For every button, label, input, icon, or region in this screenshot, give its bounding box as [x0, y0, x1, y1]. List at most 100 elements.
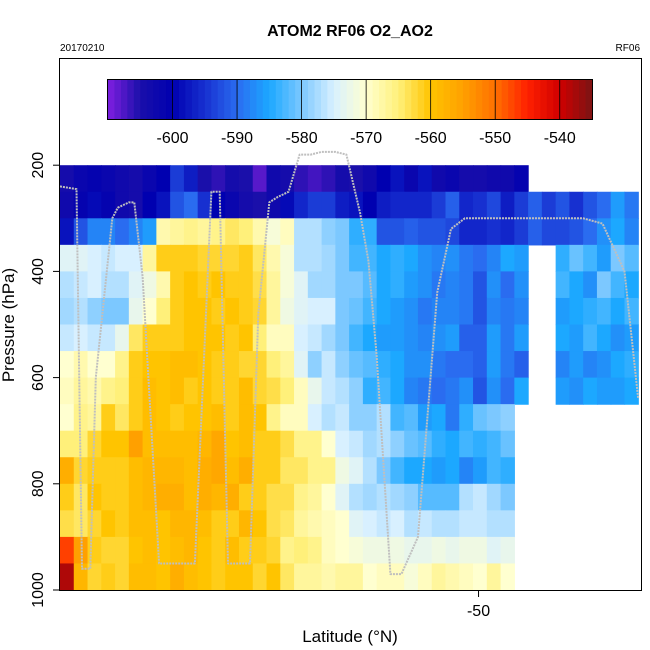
- heatmap-cell: [459, 297, 474, 326]
- heatmap-cell: [115, 563, 130, 591]
- heatmap-cell: [500, 351, 515, 379]
- heatmap-cell: [211, 457, 226, 485]
- heatmap-cell: [624, 244, 639, 272]
- colorbar-swatch: [527, 80, 535, 119]
- heatmap-cell: [404, 324, 419, 352]
- heatmap-cell: [390, 271, 405, 299]
- colorbar-swatch: [178, 80, 187, 119]
- heatmap-cell: [459, 404, 474, 432]
- heatmap-cell: [142, 457, 157, 485]
- colorbar-swatch: [533, 80, 541, 119]
- colorbar-swatch: [488, 80, 496, 119]
- colorbar-swatch: [127, 80, 135, 119]
- heatmap-cell: [156, 297, 171, 326]
- heatmap-cell: [500, 271, 515, 299]
- heatmap-cell: [238, 165, 254, 193]
- heatmap-cell: [294, 271, 309, 299]
- colorbar-swatch: [340, 80, 348, 119]
- colorbar-swatch: [359, 80, 367, 119]
- heatmap-cell: [115, 457, 130, 485]
- colorbar-swatch: [443, 80, 451, 119]
- heatmap-cell: [115, 483, 130, 511]
- heatmap-cell: [101, 377, 116, 405]
- heatmap-cell: [238, 351, 254, 379]
- colorbar-swatch: [398, 80, 406, 119]
- heatmap-cell: [404, 165, 419, 193]
- heatmap-cell: [541, 218, 557, 246]
- heatmap-cell: [142, 510, 157, 538]
- heatmap-cell: [60, 351, 75, 379]
- heatmap-cell: [624, 351, 639, 379]
- heatmap-cell: [197, 218, 213, 246]
- heatmap-cell: [211, 165, 226, 193]
- heatmap-cell: [541, 191, 557, 219]
- heatmap-cell: [225, 297, 240, 326]
- heatmap-cell: [197, 165, 213, 193]
- heatmap-cell: [473, 271, 488, 299]
- heatmap-cell: [473, 351, 488, 379]
- heatmap-cell: [555, 297, 571, 326]
- heatmap-cell: [404, 563, 419, 591]
- heatmap-cell: [362, 536, 378, 565]
- heatmap-cell: [211, 563, 226, 591]
- heatmap-cell: [486, 563, 502, 591]
- heatmap-cell: [128, 324, 144, 352]
- heatmap-cell: [211, 536, 226, 565]
- heatmap-cell: [101, 351, 116, 379]
- heatmap-cell: [197, 457, 213, 485]
- flight-track: [59, 150, 640, 576]
- heatmap-cell: [376, 483, 392, 511]
- colorbar-swatch: [456, 80, 464, 119]
- heatmap-cell: [87, 191, 102, 219]
- heatmap-cell: [225, 510, 240, 538]
- heatmap-cell: [197, 351, 213, 379]
- heatmap-cell: [473, 483, 488, 511]
- heatmap-cell: [473, 324, 488, 352]
- heatmap-cell: [404, 483, 419, 511]
- heatmap-cell: [225, 244, 240, 272]
- heatmap-cell: [335, 483, 350, 511]
- heatmap-cell: [156, 351, 171, 379]
- colorbar-swatch: [191, 80, 199, 119]
- heatmap-cell: [431, 536, 447, 565]
- heatmap-cell: [128, 218, 144, 246]
- heatmap-cell: [128, 510, 144, 538]
- heatmap-cell: [349, 351, 364, 379]
- heatmap-cell: [376, 536, 392, 565]
- heatmap-cell: [73, 563, 89, 591]
- heatmap-cell: [445, 430, 460, 458]
- heatmap-cell: [225, 483, 240, 511]
- heatmap-cell: [335, 510, 350, 538]
- heatmap-cell: [321, 536, 336, 565]
- colorbar-swatch: [508, 80, 516, 119]
- heatmap-cell: [238, 510, 254, 538]
- heatmap-cell: [280, 457, 295, 485]
- heatmap-cell: [115, 297, 130, 326]
- heatmap-cell: [486, 430, 502, 458]
- heatmap-cell: [459, 536, 474, 565]
- heatmap-cell: [459, 271, 474, 299]
- heatmap-cell: [225, 430, 240, 458]
- heatmap-cell: [142, 297, 157, 326]
- colorbar-swatch: [579, 80, 587, 119]
- heatmap-cell: [404, 244, 419, 272]
- heatmap-cell: [583, 297, 598, 326]
- heatmap-cell: [266, 404, 281, 432]
- heatmap-cell: [197, 271, 213, 299]
- heatmap-cell: [583, 191, 598, 219]
- heatmap-cell: [362, 404, 378, 432]
- colorbar-tick-label: -570: [350, 130, 382, 147]
- y-tick-label: 800: [30, 470, 47, 497]
- heatmap-cell: [459, 191, 474, 219]
- heatmap-cell: [376, 404, 392, 432]
- heatmap-cell: [596, 191, 612, 219]
- heatmap-cell: [238, 430, 254, 458]
- heatmap-cell: [404, 218, 419, 246]
- colorbar-swatch: [430, 80, 438, 119]
- heatmap-cell: [73, 404, 89, 432]
- heatmap-cell: [473, 536, 488, 565]
- heatmap-cell: [349, 404, 364, 432]
- heatmap-cell: [280, 430, 295, 458]
- heatmap-cell: [417, 191, 433, 219]
- heatmap-cell: [225, 271, 240, 299]
